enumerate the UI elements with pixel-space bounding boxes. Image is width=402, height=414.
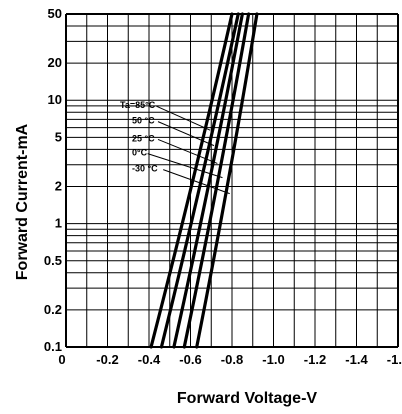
series-label: 50 °C: [132, 116, 155, 126]
y-tick-label: 20: [48, 55, 62, 70]
x-axis-label: Forward Voltage-V: [177, 390, 317, 407]
series-label: 0°C: [132, 148, 148, 158]
grid: [65, 13, 399, 348]
x-tick-label: -0.8: [221, 352, 243, 367]
x-tick-label: -0.2: [96, 352, 118, 367]
series-leader-line: [147, 153, 223, 179]
y-tick-label: 5: [55, 129, 62, 144]
y-tick-label: 0.1: [44, 339, 62, 354]
y-tick-label: 50: [48, 6, 62, 21]
x-tick-label: -1.0: [262, 352, 284, 367]
series-label: -30 °C: [132, 164, 158, 174]
curves: [149, 12, 259, 349]
y-tick-label: 0.5: [44, 253, 62, 268]
series-leader-line: [163, 169, 230, 195]
y-axis-label: Forward Current-mA: [14, 123, 31, 280]
series-leader-line: [156, 105, 211, 131]
x-tick-label: -1.6: [387, 352, 402, 367]
series-line: [159, 12, 240, 349]
annotations: Ta=85°C 50 °C 25 °C 0°C -30 °C: [120, 100, 230, 195]
y-tick-label: 10: [48, 92, 62, 107]
x-tick-label: -1.2: [304, 352, 326, 367]
series-line: [149, 12, 234, 349]
series-line: [172, 12, 244, 349]
y-tick-label: 2: [55, 178, 62, 193]
series-line: [182, 12, 251, 349]
x-tick-label: -0.4: [138, 352, 161, 367]
series-line: [195, 12, 259, 349]
y-tick-label: 0.2: [44, 302, 62, 317]
series-leader-line: [157, 138, 218, 164]
tick-labels: 0 -0.2 -0.4 -0.6 -0.8 -1.0 -1.2 -1.4 -1.6 0.1 0.2 0…: [44, 6, 402, 367]
series-label: Ta=85°C: [120, 100, 156, 110]
series-leader-line: [157, 121, 215, 147]
x-tick-label: -0.6: [179, 352, 201, 367]
y-tick-label: 1: [55, 216, 62, 231]
x-tick-label: -1.4: [345, 352, 368, 367]
series-label: 25 °C: [132, 133, 155, 143]
x-tick-label: 0: [58, 352, 65, 367]
